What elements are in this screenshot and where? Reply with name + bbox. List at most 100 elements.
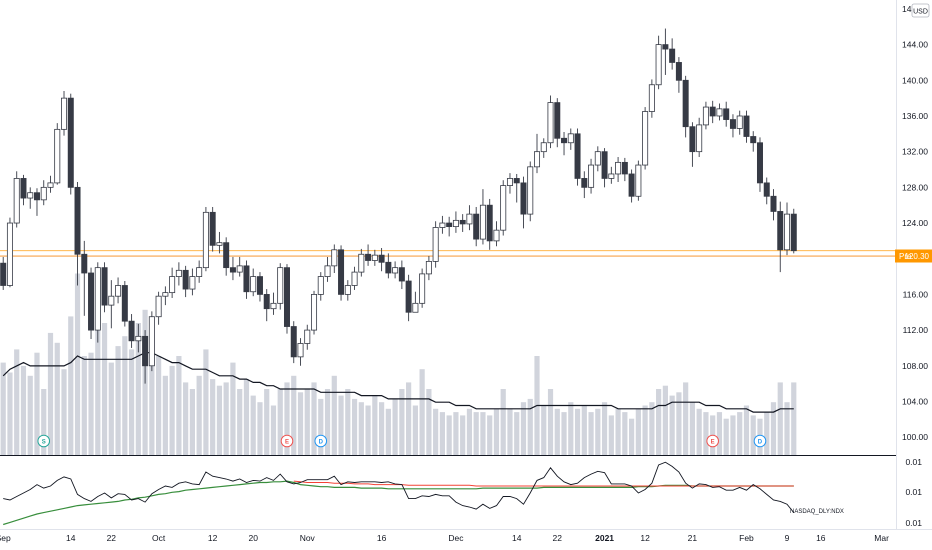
candle[interactable] bbox=[709, 100, 716, 124]
candle[interactable] bbox=[162, 286, 169, 306]
candle[interactable] bbox=[446, 216, 453, 237]
candle[interactable] bbox=[33, 188, 40, 216]
candle[interactable] bbox=[588, 158, 595, 194]
candle[interactable] bbox=[784, 202, 791, 256]
candle[interactable] bbox=[128, 314, 135, 348]
candle[interactable] bbox=[479, 189, 486, 245]
candle[interactable] bbox=[317, 272, 324, 301]
event-marker[interactable]: D bbox=[314, 434, 328, 448]
candle[interactable] bbox=[331, 244, 338, 273]
candle[interactable] bbox=[716, 103, 723, 121]
candle[interactable] bbox=[108, 280, 115, 329]
candle[interactable] bbox=[216, 231, 223, 254]
candle[interactable] bbox=[27, 187, 34, 209]
candle[interactable] bbox=[40, 180, 47, 206]
candle[interactable] bbox=[243, 260, 250, 299]
candle[interactable] bbox=[338, 245, 345, 301]
candle[interactable] bbox=[425, 256, 432, 281]
candle[interactable] bbox=[392, 261, 399, 279]
candle[interactable] bbox=[88, 267, 95, 340]
candle[interactable] bbox=[493, 221, 500, 247]
event-marker-circle[interactable] bbox=[280, 434, 294, 448]
candle[interactable] bbox=[344, 280, 351, 301]
event-marker[interactable]: E bbox=[706, 434, 719, 448]
candle[interactable] bbox=[142, 330, 149, 384]
candle[interactable] bbox=[0, 256, 7, 290]
candle[interactable] bbox=[756, 137, 763, 192]
candle[interactable] bbox=[452, 211, 459, 233]
candle[interactable] bbox=[297, 338, 304, 366]
candle[interactable] bbox=[209, 206, 216, 252]
candle[interactable] bbox=[115, 277, 122, 304]
candle[interactable] bbox=[54, 123, 61, 185]
candle[interactable] bbox=[581, 171, 588, 199]
candle[interactable] bbox=[763, 177, 770, 205]
candle[interactable] bbox=[135, 323, 142, 353]
candle[interactable] bbox=[94, 262, 101, 343]
candle[interactable] bbox=[527, 161, 534, 222]
candle[interactable] bbox=[101, 262, 108, 313]
candle[interactable] bbox=[513, 173, 520, 203]
candle[interactable] bbox=[520, 176, 527, 229]
currency-badge[interactable]: USD bbox=[911, 3, 930, 18]
event-marker[interactable]: E bbox=[280, 434, 294, 448]
candle[interactable] bbox=[635, 160, 642, 201]
candle[interactable] bbox=[324, 256, 331, 282]
candle[interactable] bbox=[594, 146, 601, 172]
candle[interactable] bbox=[277, 263, 284, 310]
event-marker-circle[interactable] bbox=[753, 434, 767, 448]
event-marker-circle[interactable] bbox=[314, 434, 328, 448]
candle[interactable] bbox=[419, 268, 426, 308]
candle[interactable] bbox=[432, 221, 439, 268]
candle[interactable] bbox=[743, 110, 750, 143]
candle[interactable] bbox=[459, 214, 466, 232]
candle[interactable] bbox=[371, 249, 378, 266]
event-marker-circle[interactable] bbox=[37, 434, 51, 448]
candle[interactable] bbox=[439, 215, 446, 234]
candle[interactable] bbox=[702, 101, 709, 130]
candle[interactable] bbox=[20, 174, 27, 206]
candle[interactable] bbox=[662, 28, 669, 75]
candle[interactable] bbox=[175, 262, 182, 286]
candle[interactable] bbox=[61, 91, 68, 136]
candle[interactable] bbox=[723, 101, 730, 127]
candle[interactable] bbox=[554, 98, 561, 148]
candle[interactable] bbox=[790, 208, 797, 254]
candle[interactable] bbox=[385, 253, 392, 279]
candle[interactable] bbox=[405, 274, 412, 322]
candle[interactable] bbox=[736, 110, 743, 135]
candle[interactable] bbox=[148, 311, 155, 372]
candle[interactable] bbox=[229, 256, 236, 281]
candle[interactable] bbox=[182, 265, 189, 298]
candle[interactable] bbox=[642, 107, 649, 170]
candle[interactable] bbox=[256, 272, 263, 302]
candle[interactable] bbox=[540, 138, 547, 158]
candle[interactable] bbox=[473, 206, 480, 247]
candle[interactable] bbox=[615, 157, 622, 182]
candle[interactable] bbox=[263, 289, 270, 322]
candle[interactable] bbox=[202, 206, 209, 272]
candle[interactable] bbox=[689, 122, 696, 167]
candle[interactable] bbox=[601, 148, 608, 188]
candle[interactable] bbox=[534, 133, 541, 174]
candle[interactable] bbox=[189, 268, 196, 296]
event-marker[interactable]: S bbox=[37, 434, 51, 448]
candle[interactable] bbox=[669, 38, 676, 70]
candle[interactable] bbox=[196, 260, 203, 283]
candle[interactable] bbox=[567, 128, 574, 150]
candle[interactable] bbox=[675, 57, 682, 93]
candle[interactable] bbox=[770, 189, 777, 221]
candle[interactable] bbox=[750, 131, 757, 152]
candle[interactable] bbox=[13, 171, 20, 228]
candle[interactable] bbox=[283, 264, 290, 334]
event-marker[interactable]: D bbox=[753, 434, 767, 448]
candle[interactable] bbox=[574, 128, 581, 186]
candle[interactable] bbox=[358, 248, 365, 277]
candle[interactable] bbox=[682, 75, 689, 138]
candle[interactable] bbox=[365, 244, 372, 266]
candle[interactable] bbox=[466, 205, 473, 231]
candle[interactable] bbox=[223, 237, 230, 276]
candle[interactable] bbox=[648, 79, 655, 118]
candle[interactable] bbox=[351, 266, 358, 290]
candle[interactable] bbox=[621, 157, 628, 182]
